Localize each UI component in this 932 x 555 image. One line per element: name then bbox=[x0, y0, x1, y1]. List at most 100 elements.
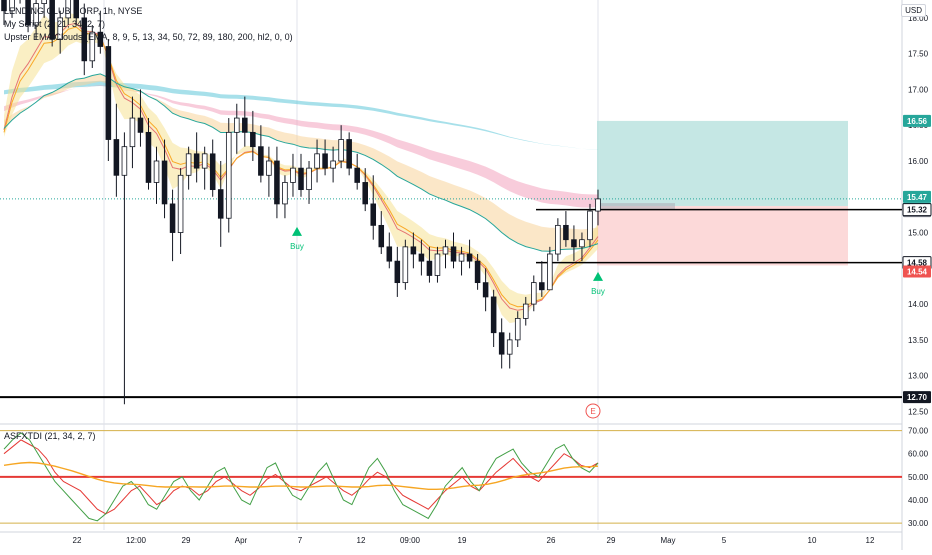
candle-60[interactable] bbox=[482, 268, 489, 312]
candle-48[interactable] bbox=[386, 232, 393, 269]
candle-59[interactable] bbox=[474, 254, 481, 290]
price-marker-16.56[interactable]: 16.56 bbox=[903, 114, 931, 127]
candle-body-71 bbox=[571, 239, 577, 248]
candle-27[interactable] bbox=[217, 160, 224, 247]
candle-21[interactable] bbox=[169, 189, 176, 262]
candle-13[interactable] bbox=[105, 39, 112, 161]
candle-28[interactable] bbox=[225, 118, 232, 233]
candle-53[interactable] bbox=[426, 246, 433, 283]
candle-42[interactable] bbox=[338, 125, 344, 169]
candle-32[interactable] bbox=[258, 125, 264, 183]
candle-34[interactable] bbox=[274, 146, 280, 219]
candle-51[interactable] bbox=[410, 232, 417, 269]
candle-56[interactable] bbox=[450, 232, 457, 269]
candle-41[interactable] bbox=[330, 146, 336, 183]
candle-67[interactable] bbox=[539, 261, 545, 297]
candle-57[interactable] bbox=[458, 246, 465, 276]
candle-8[interactable] bbox=[65, 0, 71, 26]
candle-47[interactable] bbox=[378, 211, 385, 255]
candle-16[interactable] bbox=[129, 96, 136, 169]
candle-19[interactable] bbox=[153, 146, 160, 204]
candle-39[interactable] bbox=[314, 139, 320, 183]
osc-series-2[interactable] bbox=[3, 461, 599, 490]
candle-14[interactable] bbox=[113, 103, 120, 197]
candle-66[interactable] bbox=[531, 275, 537, 312]
candle-1[interactable] bbox=[9, 0, 15, 18]
candle-26[interactable] bbox=[209, 139, 216, 197]
candle-36[interactable] bbox=[290, 153, 296, 197]
buy-signal-arrow-0[interactable] bbox=[292, 226, 302, 236]
candle-body-40 bbox=[322, 153, 328, 169]
candle-body-16 bbox=[129, 117, 136, 148]
candle-18[interactable] bbox=[145, 118, 152, 190]
candle-33[interactable] bbox=[266, 146, 272, 197]
candle-55[interactable] bbox=[442, 239, 449, 269]
candle-31[interactable] bbox=[250, 110, 256, 161]
indicator-legend-ema-clouds[interactable]: Upster EMA Clouds (EMA, 8, 9, 5, 13, 34,… bbox=[4, 32, 293, 42]
candle-40[interactable] bbox=[322, 139, 328, 176]
candle-46[interactable] bbox=[370, 175, 377, 240]
candle-22[interactable] bbox=[177, 168, 184, 255]
candle-37[interactable] bbox=[298, 153, 304, 197]
candle-52[interactable] bbox=[418, 239, 425, 276]
candle-0[interactable] bbox=[1, 0, 7, 26]
indicator-legend-my-script[interactable]: My Script (2, 21, 34, 2, 7) bbox=[4, 19, 106, 29]
candle-63[interactable] bbox=[506, 332, 513, 369]
price-marker-12.70[interactable]: 12.70 bbox=[903, 391, 931, 404]
candle-17[interactable] bbox=[137, 89, 144, 147]
candle-7[interactable] bbox=[57, 10, 63, 54]
candle-58[interactable] bbox=[466, 239, 473, 269]
candle-12[interactable] bbox=[97, 10, 104, 54]
candle-11[interactable] bbox=[89, 25, 96, 68]
candle-29[interactable] bbox=[234, 103, 240, 154]
candle-body-41 bbox=[330, 160, 336, 169]
candle-72[interactable] bbox=[579, 232, 585, 262]
candle-71[interactable] bbox=[571, 225, 577, 262]
candle-50[interactable] bbox=[402, 239, 409, 290]
stop-zone[interactable] bbox=[597, 206, 848, 266]
candle-38[interactable] bbox=[306, 160, 312, 204]
candle-25[interactable] bbox=[201, 146, 208, 190]
candle-74[interactable] bbox=[595, 189, 601, 226]
candle-2[interactable] bbox=[18, 0, 23, 4]
candle-9[interactable] bbox=[73, 0, 80, 26]
candle-body-9 bbox=[73, 0, 80, 19]
candle-62[interactable] bbox=[498, 318, 505, 369]
candle-68[interactable] bbox=[547, 246, 553, 291]
candle-6[interactable] bbox=[49, 0, 55, 47]
oscillator-legend[interactable]: ASFXTDI (21, 34, 2, 7) bbox=[4, 431, 96, 441]
candle-24[interactable] bbox=[193, 132, 200, 183]
earnings-marker[interactable]: E bbox=[585, 403, 601, 419]
candle-15[interactable] bbox=[121, 132, 128, 405]
candle-49[interactable] bbox=[394, 246, 401, 297]
candle-64[interactable] bbox=[514, 311, 521, 348]
candle-43[interactable] bbox=[346, 132, 352, 176]
candle-45[interactable] bbox=[362, 168, 368, 212]
price-marker-14.54[interactable]: 14.54 bbox=[903, 265, 931, 278]
candle-5[interactable] bbox=[41, 0, 47, 18]
candle-10[interactable] bbox=[81, 3, 88, 76]
price-marker-15.32[interactable]: 15.32 bbox=[902, 203, 932, 217]
candle-44[interactable] bbox=[354, 153, 360, 190]
osc-series-1[interactable] bbox=[3, 432, 599, 522]
buy-signal-arrow-1[interactable] bbox=[593, 271, 603, 281]
candle-70[interactable] bbox=[563, 211, 569, 247]
candle-20[interactable] bbox=[161, 139, 168, 219]
osc-series-0[interactable] bbox=[3, 439, 599, 515]
candle-69[interactable] bbox=[555, 218, 561, 262]
candle-73[interactable] bbox=[587, 203, 593, 247]
candle-61[interactable] bbox=[490, 289, 497, 348]
candle-35[interactable] bbox=[282, 175, 288, 219]
candle-4[interactable] bbox=[33, 0, 39, 40]
candle-23[interactable] bbox=[185, 146, 192, 190]
candle-65[interactable] bbox=[522, 296, 529, 326]
target-zone[interactable] bbox=[597, 120, 848, 207]
candle-3[interactable] bbox=[25, 0, 31, 33]
candle-30[interactable] bbox=[242, 96, 248, 147]
candle-body-64 bbox=[514, 317, 521, 341]
candle-54[interactable] bbox=[434, 246, 441, 283]
currency-badge[interactable]: USD bbox=[901, 4, 926, 17]
candle-body-58 bbox=[466, 253, 473, 262]
